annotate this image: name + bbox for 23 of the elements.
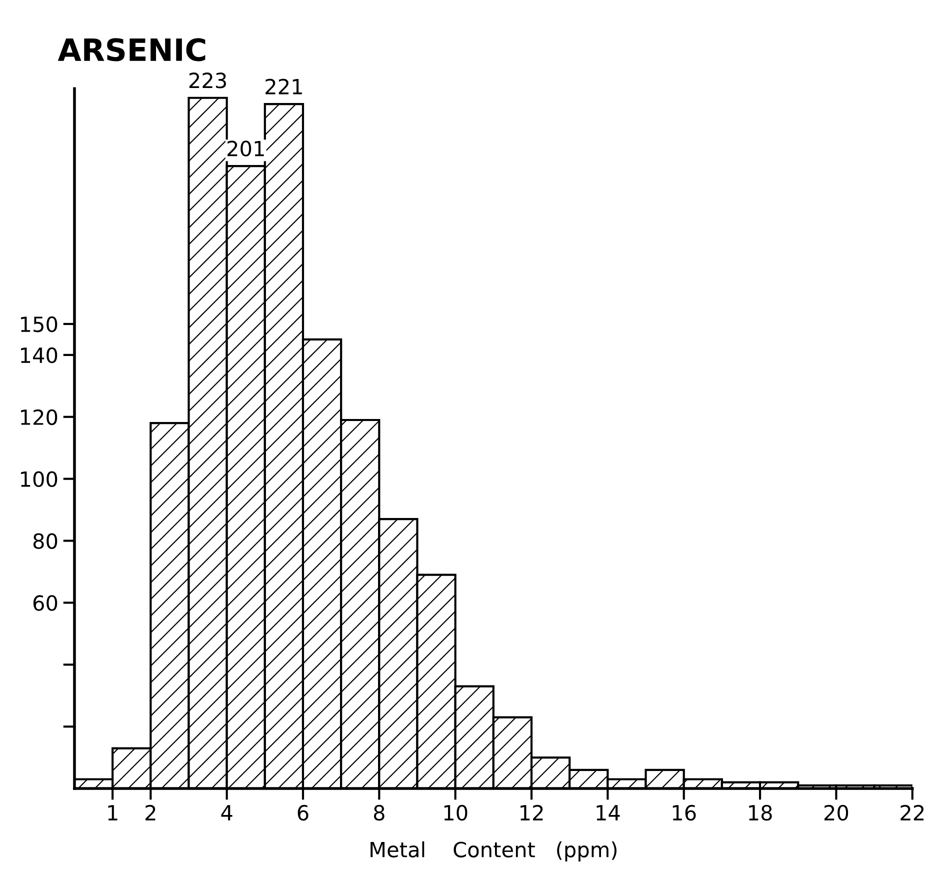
x-tick-label: 14	[596, 805, 620, 820]
x-tick-label: 16	[672, 804, 696, 821]
x-tick-label: 10	[444, 804, 468, 821]
y-tick-label: 120	[21, 409, 58, 426]
y-tick-label: 80	[33, 533, 58, 549]
x-tick-label: 12	[520, 804, 543, 820]
y-tick-label: 100	[21, 471, 58, 488]
x-tick-label: 4	[221, 805, 232, 820]
y-tick-label: 140	[21, 347, 58, 364]
data-label: 221	[266, 78, 302, 94]
x-axis-title: Metal Content (ppm)	[370, 841, 617, 862]
data-label: 223	[189, 72, 226, 88]
x-tick-label: 1	[108, 805, 118, 820]
x-tick-label: 18	[749, 804, 772, 821]
x-tick-label: 20	[824, 804, 848, 821]
y-tick-label: 150	[21, 316, 58, 332]
x-tick-label: 8	[374, 804, 384, 821]
data-label: 201	[228, 140, 264, 156]
x-tick-label: 2	[146, 804, 156, 820]
x-tick-label: 6	[298, 804, 308, 821]
chart-title: ARSENIC	[58, 38, 206, 62]
y-tick-label: 60	[33, 595, 58, 611]
x-tick-label: 22	[900, 804, 924, 820]
